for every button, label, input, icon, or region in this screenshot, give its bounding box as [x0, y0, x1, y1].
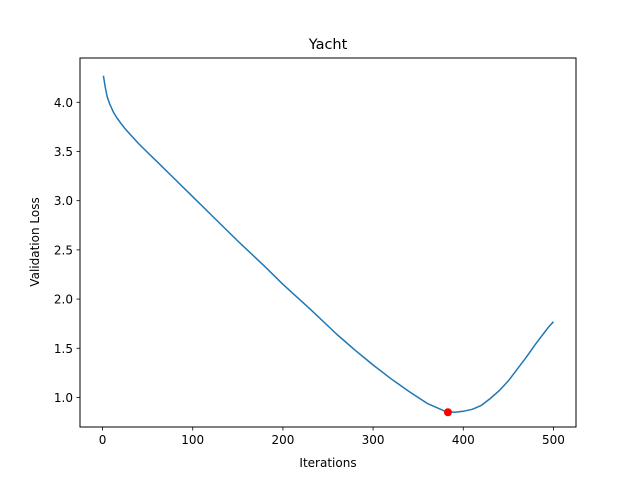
y-tick-label: 1.0 — [54, 391, 73, 405]
plot-area — [102, 75, 555, 417]
y-axis-label: Validation Loss — [28, 197, 42, 286]
minimum-point-marker — [443, 408, 452, 417]
y-tick-label: 3.0 — [54, 194, 73, 208]
x-tick-label: 500 — [542, 433, 565, 447]
y-tick-label: 4.0 — [54, 96, 73, 110]
x-axis-ticks: 0 100 200 300 400 500 — [99, 427, 565, 447]
y-axis-ticks: 1.0 1.5 2.0 2.5 3.0 3.5 4.0 — [54, 96, 80, 405]
x-tick-label: 100 — [181, 433, 204, 447]
y-tick-label: 2.0 — [54, 293, 73, 307]
x-tick-label: 400 — [452, 433, 475, 447]
chart-title: Yacht — [308, 37, 348, 53]
y-tick-label: 3.5 — [54, 145, 73, 159]
x-axis-label: Iterations — [299, 456, 356, 470]
series-line — [102, 75, 555, 413]
x-tick-label: 300 — [362, 433, 385, 447]
x-tick-label: 0 — [99, 433, 107, 447]
plot-frame — [79, 57, 577, 428]
y-tick-label: 2.5 — [54, 243, 73, 257]
x-tick-label: 200 — [271, 433, 294, 447]
y-tick-label: 1.5 — [54, 342, 73, 356]
